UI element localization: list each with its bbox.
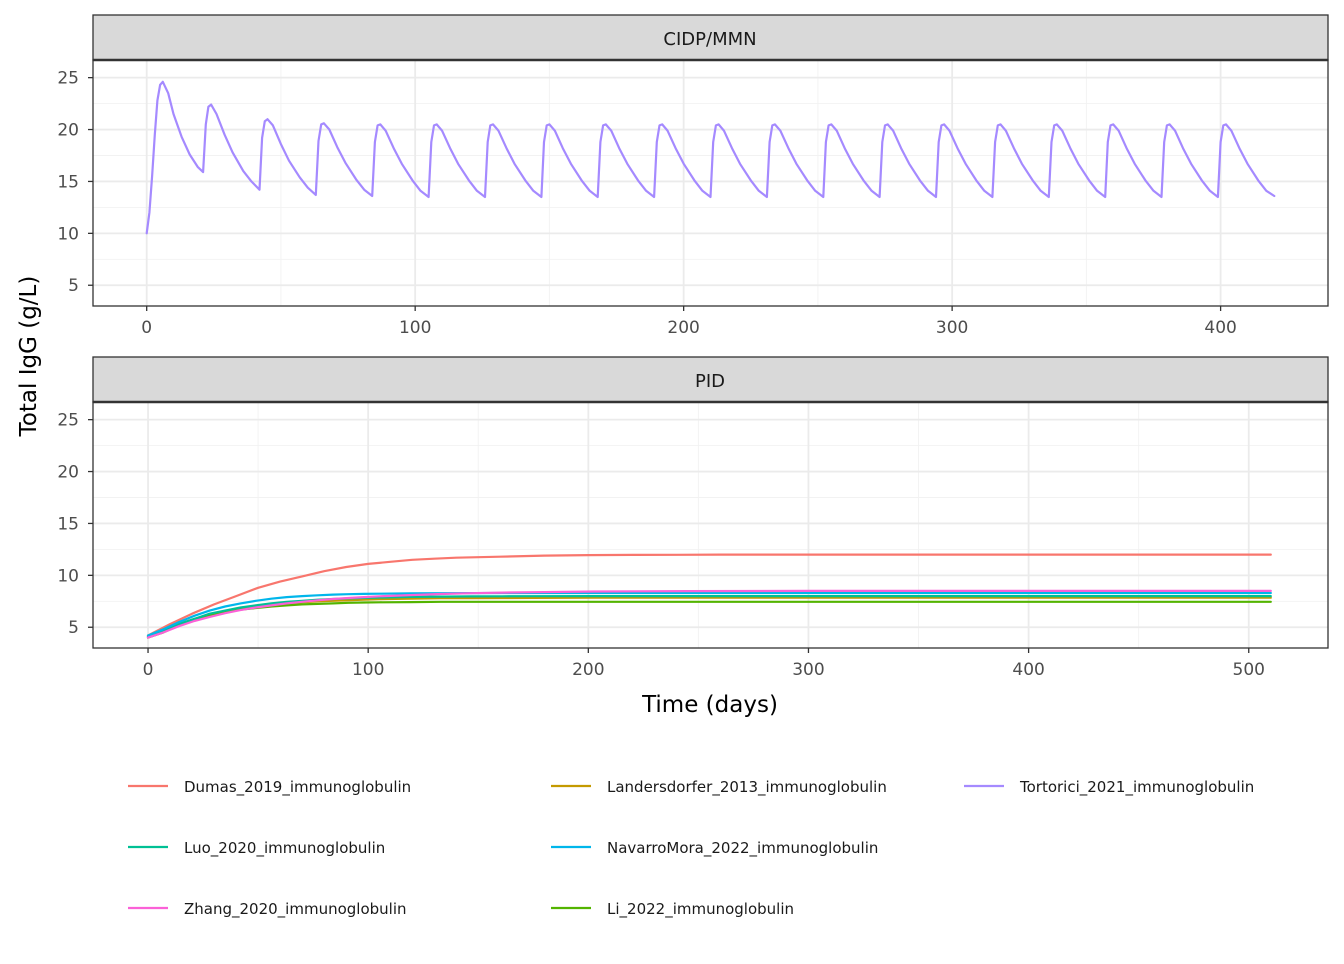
legend-label: Tortorici_2021_immunoglobulin (1019, 778, 1254, 797)
y-tick-label: 25 (57, 69, 79, 89)
strip-label: CIDP/MMN (663, 29, 756, 50)
y-axis-ticks: 5 10 15 20 25 (57, 69, 93, 296)
legend-item: Landersdorfer_2013_immunoglobulin (551, 778, 887, 797)
series-lines (146, 553, 1272, 639)
x-tick-label: 200 (667, 318, 699, 338)
y-tick-label: 5 (68, 618, 79, 638)
series-lines (145, 80, 1276, 235)
y-tick-label: 25 (57, 411, 79, 431)
legend-label: Luo_2020_immunoglobulin (184, 839, 385, 858)
legend: Dumas_2019_immunoglobulin Luo_2020_immuno… (128, 778, 1254, 919)
series-line-tortorici-2021-immunoglobulin (145, 80, 1276, 235)
y-tick-label: 10 (57, 566, 79, 586)
x-axis-ticks: 0 100 200 300 400 (141, 306, 1237, 338)
legend-item: Li_2022_immunoglobulin (551, 900, 794, 919)
y-axis-title: Total IgG (g/L) (16, 276, 42, 438)
y-tick-label: 20 (57, 463, 79, 483)
legend-label: NavarroMora_2022_immunoglobulin (607, 839, 878, 858)
gridlines (93, 402, 1328, 648)
y-tick-label: 15 (57, 172, 79, 192)
x-tick-label: 500 (1233, 660, 1265, 680)
x-tick-label: 0 (141, 318, 152, 338)
x-tick-label: 100 (399, 318, 431, 338)
x-axis-title: Time (days) (641, 692, 778, 718)
strip-background (92, 14, 1329, 61)
x-tick-label: 400 (1012, 660, 1044, 680)
panel-cidp-mmn: CIDP/MMN 0 100 200 300 400 5 10 15 20 25 (57, 14, 1329, 338)
legend-item: Dumas_2019_immunoglobulin (128, 778, 411, 797)
strip-background (92, 356, 1329, 403)
y-axis-ticks: 5 10 15 20 25 (57, 411, 93, 638)
plot-panel (93, 402, 1328, 648)
legend-item: Tortorici_2021_immunoglobulin (964, 778, 1254, 797)
x-tick-label: 300 (792, 660, 824, 680)
legend-label: Li_2022_immunoglobulin (607, 900, 794, 919)
y-tick-label: 20 (57, 121, 79, 141)
legend-item: NavarroMora_2022_immunoglobulin (551, 839, 878, 858)
legend-label: Dumas_2019_immunoglobulin (184, 778, 411, 797)
series-line-dumas-2019-immunoglobulin (146, 553, 1272, 637)
series-line-zhang-2020-immunoglobulin (146, 589, 1272, 639)
x-tick-label: 100 (352, 660, 384, 680)
x-tick-label: 200 (572, 660, 604, 680)
strip-label: PID (695, 371, 725, 392)
legend-item: Zhang_2020_immunoglobulin (128, 900, 407, 919)
y-tick-label: 15 (57, 514, 79, 534)
x-tick-label: 400 (1204, 318, 1236, 338)
x-tick-label: 300 (936, 318, 968, 338)
y-tick-label: 10 (57, 224, 79, 244)
x-tick-label: 0 (143, 660, 154, 680)
legend-item: Luo_2020_immunoglobulin (128, 839, 385, 858)
legend-label: Zhang_2020_immunoglobulin (184, 900, 407, 919)
panel-pid: PID 0 100 200 300 400 500 5 10 15 20 25 (57, 356, 1329, 680)
legend-label: Landersdorfer_2013_immunoglobulin (607, 778, 887, 797)
x-axis-ticks: 0 100 200 300 400 500 (143, 648, 1265, 680)
series-line-navarromora-2022-immunoglobulin (146, 591, 1272, 637)
y-tick-label: 5 (68, 276, 79, 296)
